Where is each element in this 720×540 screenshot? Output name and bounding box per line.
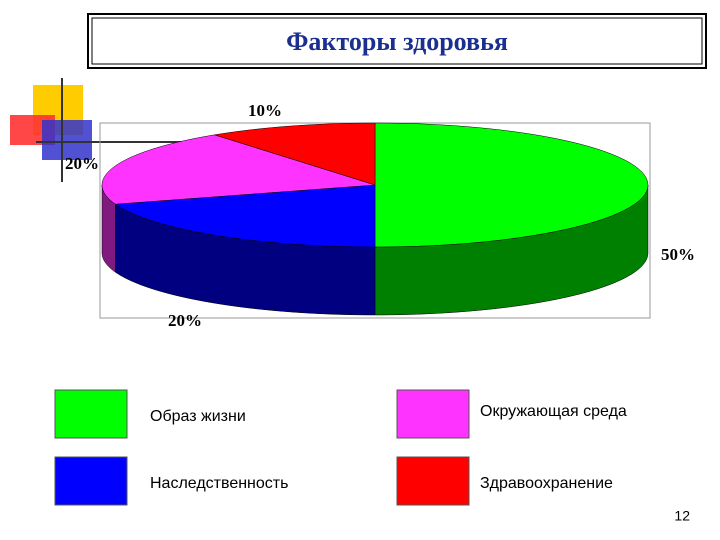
pie-slice (114, 184, 376, 248)
title-frame-inner (91, 17, 703, 65)
decor-square (42, 120, 92, 160)
value-label: 20% (168, 311, 202, 330)
legend-label: Здравоохранение (480, 475, 613, 492)
value-label: 20% (65, 154, 99, 173)
legend-swatch (54, 389, 128, 439)
pie-slice (374, 122, 649, 248)
legend-swatch (54, 456, 128, 506)
legend: Образ жизни Наследственность Окружающая ср… (54, 389, 627, 506)
legend-label: Образ жизни (150, 408, 246, 425)
legend-label: Наследственность (150, 475, 288, 492)
chart-title: Факторы здоровья (286, 27, 508, 56)
title-frame (87, 13, 707, 69)
value-label: 50% (661, 245, 695, 264)
pie-slice (101, 134, 376, 205)
legend-swatch (396, 456, 470, 506)
page-number: 12 (674, 508, 690, 524)
legend-swatch (396, 389, 470, 439)
pie-slice (214, 122, 376, 186)
legend-label: Окружающая среда (480, 403, 627, 420)
value-label: 10% (248, 101, 282, 120)
pie: 50% 20% 20% 10% (65, 101, 695, 330)
